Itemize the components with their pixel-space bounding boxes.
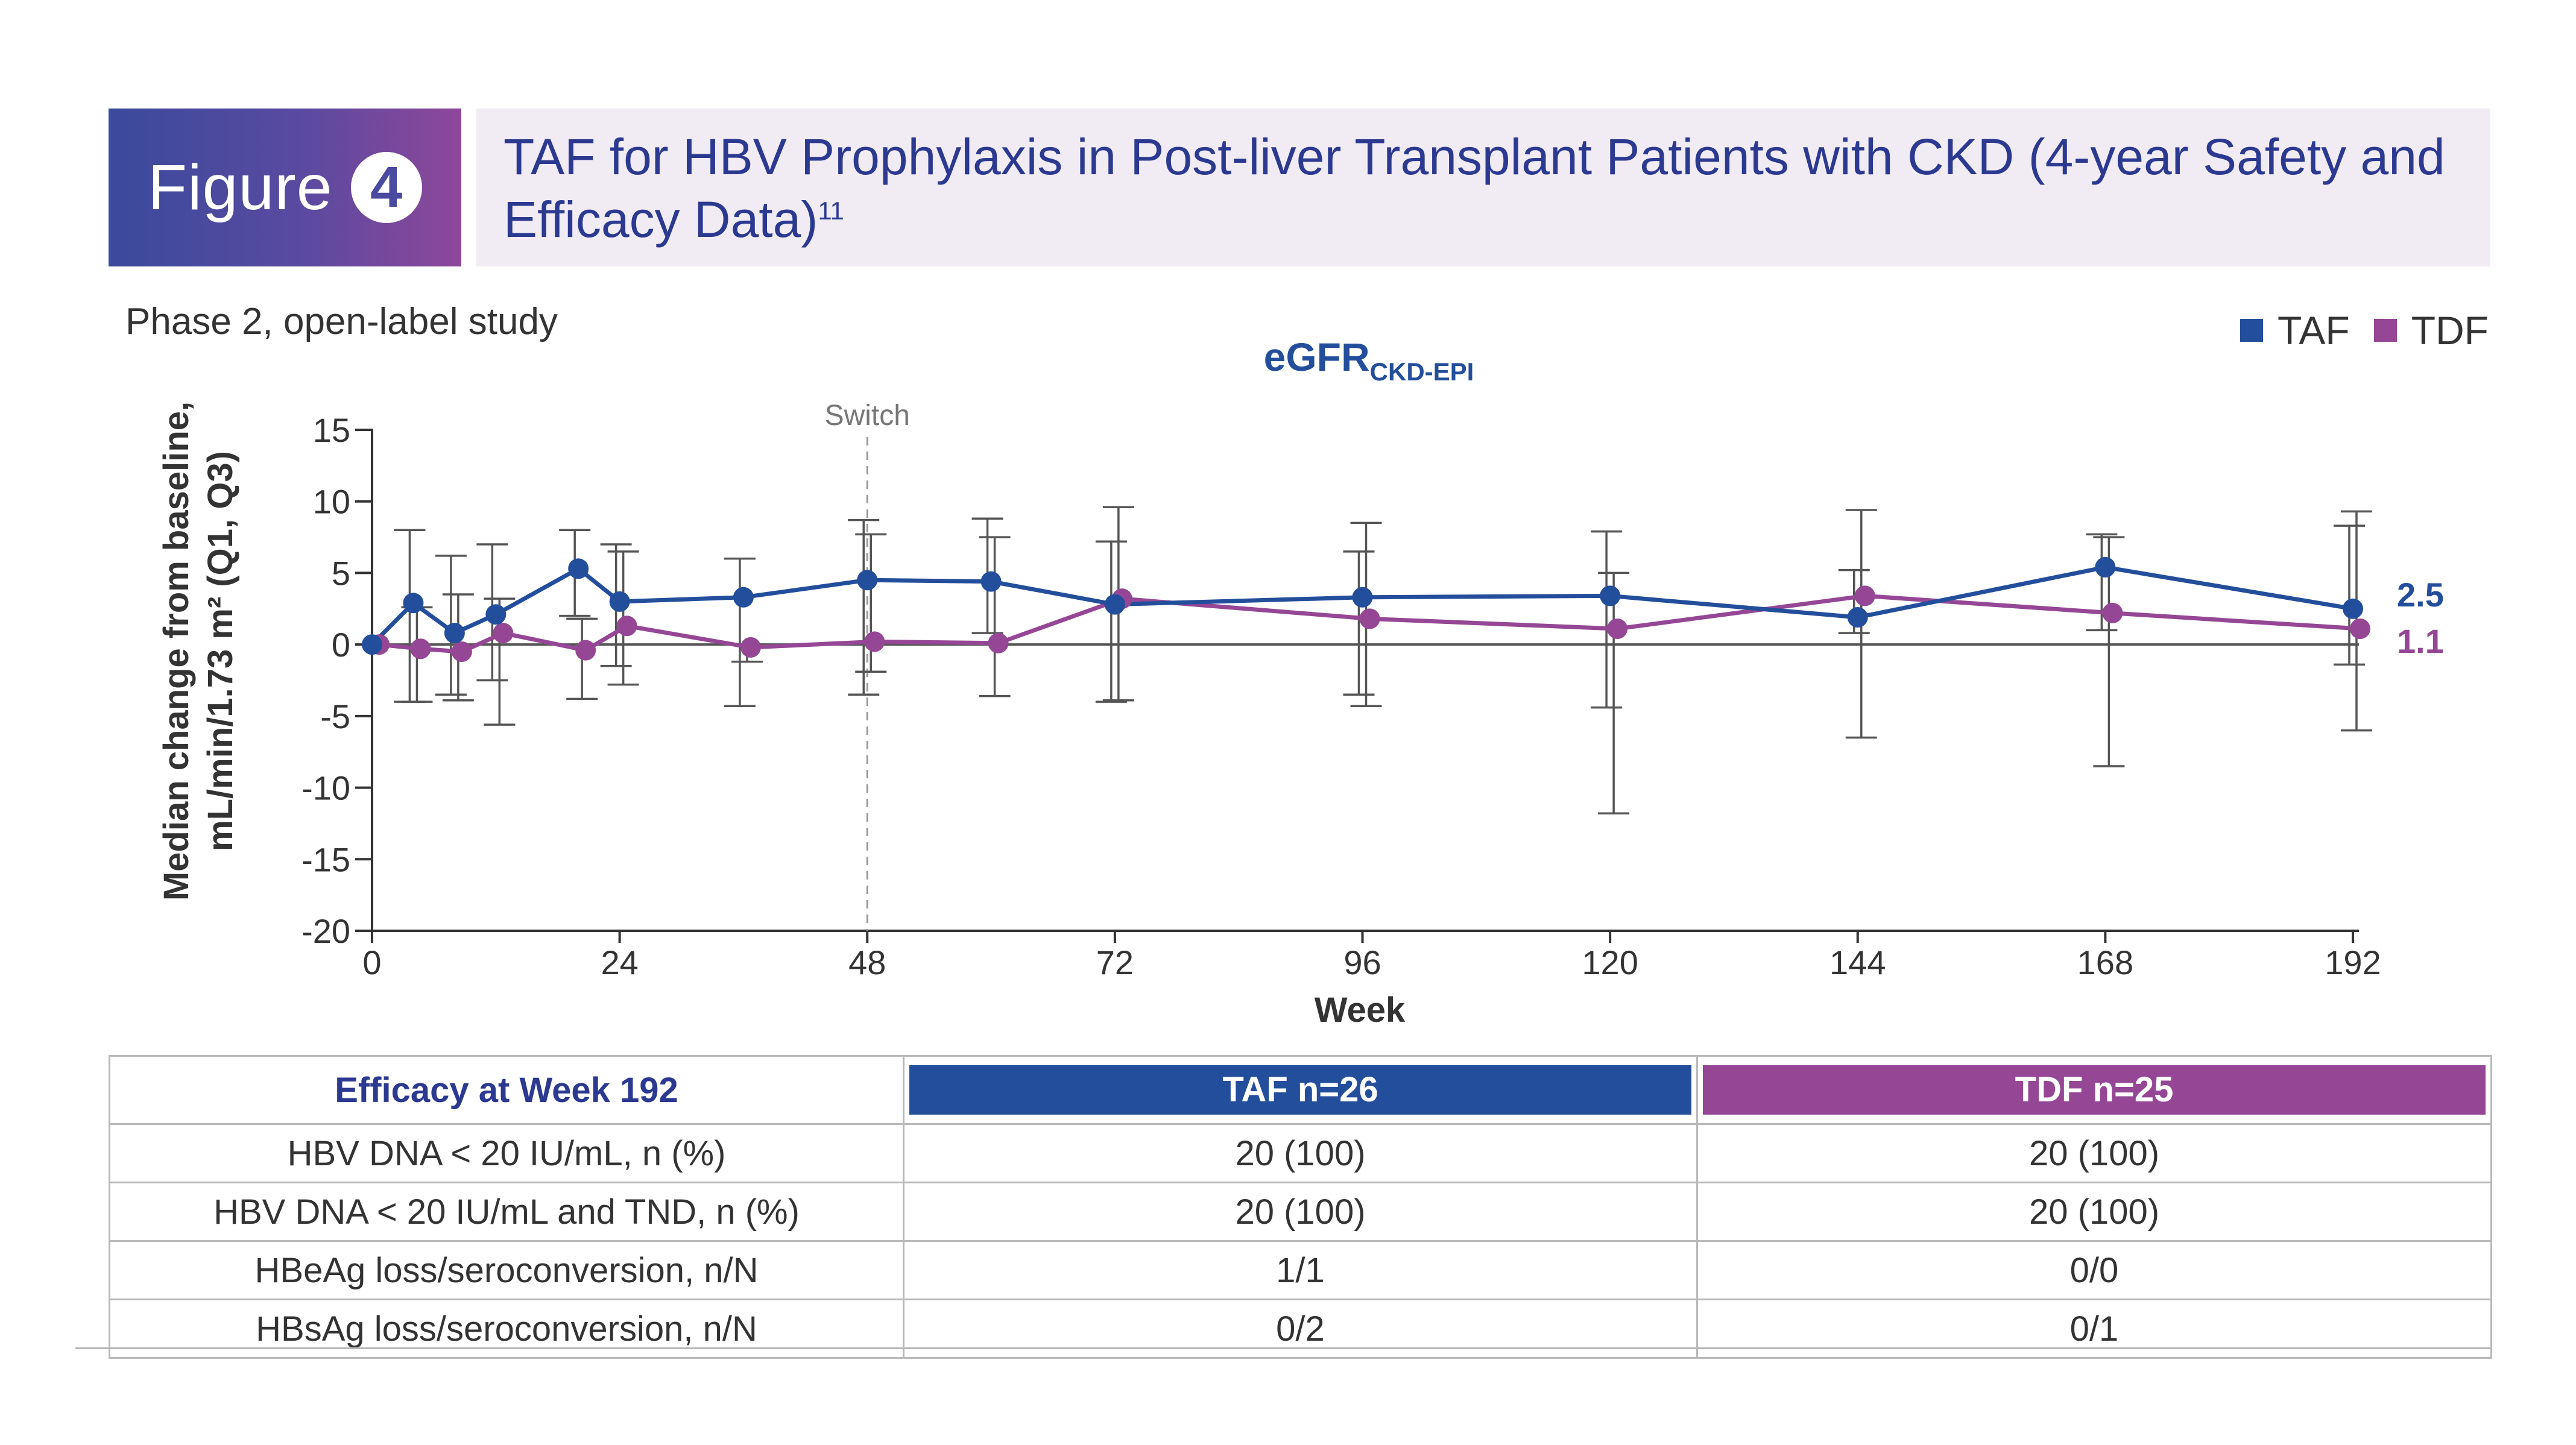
end-label-taf: 2.5 [2397,576,2444,614]
row-label: HBV DNA < 20 IU/mL, n (%) [109,1123,904,1183]
row-value-tdf: 20 (100) [1696,1123,2492,1183]
x-tick-label: 120 [1582,943,1638,981]
data-point-tdf [2350,619,2370,640]
data-point-tdf [451,641,472,663]
series-points [362,556,2370,663]
data-point-tdf [410,638,431,660]
chart-title-main: eGFR [1264,335,1370,379]
y-tick-label: -15 [301,840,350,878]
x-tick-label: 24 [601,943,638,981]
figure-number-badge: 4 [350,152,422,223]
end-label-tdf: 1.1 [2397,622,2444,660]
figure-label: Figure 4 [109,109,461,266]
column-header-tdf-label: TDF n=25 [1703,1065,2486,1115]
data-point-taf [568,558,589,579]
data-point-tdf [575,640,596,661]
figure-word: Figure [148,151,333,223]
chart-title: eGFRCKD-EPI [1264,335,1474,386]
x-tick-label: 144 [1829,943,1886,981]
table-row: HBV DNA < 20 IU/mL and TND, n (%) 20 (10… [109,1182,2492,1242]
figure-title: TAF for HBV Prophylaxis in Post-liver Tr… [504,125,2490,251]
data-point-tdf [1854,585,1875,606]
data-point-tdf [1607,619,1628,640]
legend-item-taf: TAF [2240,307,2350,353]
figure-title-bar: TAF for HBV Prophylaxis in Post-liver Tr… [476,109,2490,266]
data-point-tdf [1359,608,1380,629]
legend-swatch-taf [2240,319,2263,342]
x-tick-label: 72 [1096,943,1134,981]
egfr-line-chart: eGFRCKD-EPI Median change from baseline,… [157,335,2444,1030]
legend-swatch-tdf [2373,319,2397,342]
data-point-taf [1600,585,1621,606]
data-point-taf [1104,594,1125,615]
error-bars [394,506,2372,815]
y-tick-label: 10 [313,483,350,521]
column-header-taf-label: TAF n=26 [909,1065,1691,1115]
data-point-taf [444,623,465,644]
row-value-tdf: 0/0 [1696,1240,2492,1300]
switch-label: Switch [825,400,910,432]
y-tick-label: 15 [313,411,350,449]
data-point-tdf [616,615,637,637]
x-tick-label: 0 [362,943,381,981]
column-header-tdf: TDF n=25 [1696,1055,2492,1125]
row-label: HBeAg loss/seroconversion, n/N [109,1240,904,1300]
legend-item-tdf: TDF [2373,307,2489,353]
data-point-taf [733,587,754,608]
data-point-tdf [740,637,761,658]
y-tick-label: -20 [301,912,350,950]
data-point-tdf [2102,602,2123,623]
y-tick-label: 0 [332,626,350,664]
row-value-taf: 20 (100) [903,1123,1698,1183]
table-row: HBV DNA < 20 IU/mL, n (%) 20 (100) 20 (1… [109,1123,2492,1183]
y-tick-label: -10 [301,769,350,807]
figure-title-text: TAF for HBV Prophylaxis in Post-liver Tr… [504,128,2445,248]
data-point-taf [857,570,878,591]
row-value-tdf: 20 (100) [1696,1182,2492,1242]
bottom-divider [75,1347,2490,1349]
efficacy-table-title: Efficacy at Week 192 [109,1055,904,1125]
study-subtitle: Phase 2, open-label study [125,301,558,342]
y-tick-label: -5 [320,697,350,735]
data-point-taf [403,593,424,614]
series-end-labels: 2.51.1 [2397,576,2444,660]
legend-label-taf: TAF [2277,308,2350,353]
row-value-taf: 1/1 [903,1240,1698,1300]
data-point-taf [980,571,1002,592]
chart-title-subscript: CKD-EPI [1370,357,1474,386]
y-tick-label: 5 [332,554,350,592]
y-axis-label-line1: Median change from baseline, [157,401,196,901]
x-tick-label: 48 [848,943,886,981]
efficacy-table: Efficacy at Week 192 TAF n=26 TDF n=25 H… [109,1055,2492,1359]
efficacy-table-header-row: Efficacy at Week 192 TAF n=26 TDF n=25 [109,1055,2492,1125]
data-point-taf [1847,607,1868,628]
x-tick-label: 96 [1343,943,1381,981]
switch-reference: Switch [825,400,910,931]
data-point-tdf [864,631,885,652]
data-point-tdf [493,623,514,644]
row-label: HBV DNA < 20 IU/mL and TND, n (%) [109,1182,904,1242]
data-point-taf [2095,556,2116,578]
legend-label-tdf: TDF [2411,308,2489,353]
figure-title-reference: 11 [818,197,844,225]
data-point-taf [362,634,382,655]
chart-legend: TAF TDF [2216,307,2489,353]
data-point-taf [609,591,630,612]
table-row: HBeAg loss/seroconversion, n/N 1/1 0/0 [109,1240,2492,1300]
row-value-taf: 20 (100) [903,1182,1698,1242]
data-point-tdf [988,632,1009,653]
data-point-taf [485,604,507,625]
x-axis-label: Week [1315,990,1406,1030]
data-point-taf [2343,598,2363,619]
y-axis-label-line2: mL/min/1.73 m² (Q1, Q3) [201,451,240,851]
chart-axes: 15 10 5 0 -5 -10 -15 -20 0 24 48 72 96 120 144 168 192 [301,411,2381,981]
data-point-taf [1352,587,1373,608]
x-tick-label: 168 [2077,943,2133,981]
x-tick-label: 192 [2325,943,2381,981]
column-header-taf: TAF n=26 [903,1055,1698,1125]
